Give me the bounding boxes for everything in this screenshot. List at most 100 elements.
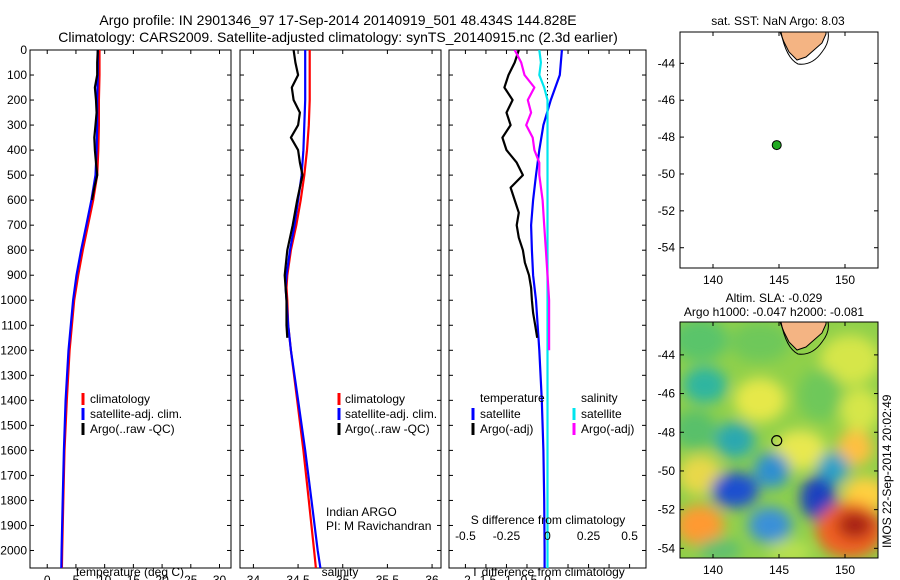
difference-legend-t-argo: Argo(-adj) [480, 422, 533, 436]
s-tick-label: -0.25 [493, 529, 521, 543]
map-y-tick-label: -54 [658, 541, 676, 555]
x-tick-label: -0.5 [517, 573, 538, 580]
temperature-legend-satellite: satellite-adj. clim. [90, 407, 182, 421]
temperature-xlabel: temperature (deg C) [76, 565, 184, 579]
map-y-tick-label: -50 [658, 167, 676, 181]
salinity-legend-argo: Argo(..raw -QC) [345, 422, 430, 436]
y-tick-label: 600 [7, 193, 27, 207]
difference-legend: temperature salinity satellite Argo(-adj… [471, 391, 634, 436]
map-y-tick-label: -46 [658, 387, 676, 401]
y-tick-label: 1600 [0, 443, 27, 457]
s-tick-label: 0.5 [621, 529, 638, 543]
y-tick-label: 500 [7, 168, 27, 182]
temperature-legend-argo: Argo(..raw -QC) [90, 422, 175, 436]
y-tick-label: 300 [7, 118, 27, 132]
x-tick-label: 5 [73, 573, 80, 580]
series-line-argo-raw-qc- [90, 50, 99, 201]
figure-title-line1: Argo profile: IN 2901346_97 17-Sep-2014 … [99, 12, 576, 28]
salinity-annotation-line1: Indian ARGO [326, 505, 397, 519]
x-tick-label: 34 [247, 573, 261, 580]
salinity-legend: climatology satellite-adj. clim. Argo(..… [337, 392, 437, 436]
x-tick-label: 35.5 [376, 573, 400, 580]
map-x-tick-label: 145 [769, 273, 789, 287]
series-line-argo-raw-qc- [283, 50, 304, 338]
y-tick-label: 100 [7, 68, 27, 82]
series-line-satellite [538, 50, 549, 568]
sst-map-panel: sat. SST: NaN Argo: 8.03 140 145 150 -44 -46… [658, 14, 879, 287]
y-tick-label: 1900 [0, 518, 27, 532]
y-tick-label: 1800 [0, 493, 27, 507]
map-y-tick-label: -52 [658, 503, 676, 517]
sla-map-panel: Altim. SLA: -0.029 Argo h1000: -0.047 h2… [658, 291, 879, 577]
tasmania-landmass-sla [779, 322, 827, 351]
sst-map-frame [680, 32, 878, 268]
salinity-annotation-line2: PI: M Ravichandran [326, 519, 431, 533]
map-y-tick-label: -44 [658, 56, 676, 70]
difference-xlabel: T difference from climatology [471, 565, 625, 579]
map-x-tick-label: 150 [835, 563, 855, 577]
sla-map-title-line2: Argo h1000: -0.047 h2000: -0.081 [684, 305, 864, 319]
y-tick-label: 800 [7, 243, 27, 257]
x-tick-label: 20 [155, 573, 169, 580]
y-tick-label: 1000 [0, 293, 27, 307]
y-tick-label: 400 [7, 143, 27, 157]
coastline-contour-sla [780, 322, 829, 355]
salinity-xlabel: salinity [322, 565, 359, 579]
x-tick-label: -2 [460, 573, 471, 580]
y-tick-label: 900 [7, 268, 27, 282]
y-tick-label: 1200 [0, 343, 27, 357]
tasmania-landmass [779, 32, 827, 61]
salinity-plot-frame [239, 49, 442, 569]
map-y-tick-label: -50 [658, 464, 676, 478]
x-tick-label: 36 [425, 573, 439, 580]
y-tick-label: 0 [20, 43, 27, 57]
difference-top-label: S difference from climatology [471, 513, 626, 527]
difference-legend-s-satellite: satellite [581, 407, 622, 421]
map-y-tick-label: -44 [658, 348, 676, 362]
difference-legend-header-salinity: salinity [581, 391, 618, 405]
difference-panel: -2 -1.5 -1 -0.5 0 temperature salinity satel… [448, 49, 647, 580]
x-tick-label: 25 [184, 573, 198, 580]
map-x-tick-label: 150 [835, 273, 855, 287]
map-x-tick-label: 140 [703, 273, 723, 287]
series-line-satellite-adj-clim- [284, 50, 322, 568]
y-tick-label: 1400 [0, 393, 27, 407]
x-tick-label: 35 [336, 573, 350, 580]
map-y-tick-label: -54 [658, 241, 676, 255]
x-tick-label: 0 [44, 573, 51, 580]
map-y-tick-label: -46 [658, 93, 676, 107]
salinity-legend-climatology: climatology [345, 392, 405, 406]
coastline-contour [780, 32, 829, 65]
figure-title-line2: Climatology: CARS2009. Satellite-adjuste… [58, 29, 618, 45]
y-tick-label: 1500 [0, 418, 27, 432]
difference-legend-header-temperature: temperature [480, 391, 545, 405]
series-line-argo-adj- [513, 50, 551, 351]
difference-legend-s-argo: Argo(-adj) [581, 422, 634, 436]
s-tick-label: 0 [544, 529, 551, 543]
x-tick-label: -1 [501, 573, 512, 580]
temperature-legend: climatology satellite-adj. clim. Argo(..… [81, 392, 182, 436]
s-tick-label: -0.5 [455, 529, 476, 543]
argo-location-marker-sla [771, 435, 783, 447]
y-tick-label: 700 [7, 218, 27, 232]
temperature-panel: 0 5 10 15 20 25 300100200300400500600700800900… [0, 43, 232, 580]
sla-map-title-line1: Altim. SLA: -0.029 [726, 291, 823, 305]
y-tick-label: 200 [7, 93, 27, 107]
series-line-argo-adj- [501, 50, 539, 338]
temperature-legend-climatology: climatology [90, 392, 150, 406]
salinity-panel: 34 34.5 35 35.5 36 salinity climatology sate… [239, 49, 442, 580]
x-tick-label: 34.5 [286, 573, 310, 580]
temperature-plot-frame [29, 49, 232, 569]
s-tick-label: 0.25 [577, 529, 601, 543]
argo-location-marker [771, 140, 782, 151]
y-tick-label: 1300 [0, 368, 27, 382]
y-tick-label: 1100 [1, 318, 27, 332]
x-tick-label: 10 [98, 573, 112, 580]
difference-legend-t-satellite: satellite [480, 407, 521, 421]
map-x-tick-label: 140 [703, 563, 723, 577]
x-tick-label: -1.5 [476, 573, 497, 580]
salinity-legend-satellite: satellite-adj. clim. [345, 407, 437, 421]
y-tick-label: 1700 [0, 468, 27, 482]
imos-timestamp-label: IMOS 22-Sep-2014 20:02:49 [880, 394, 894, 548]
